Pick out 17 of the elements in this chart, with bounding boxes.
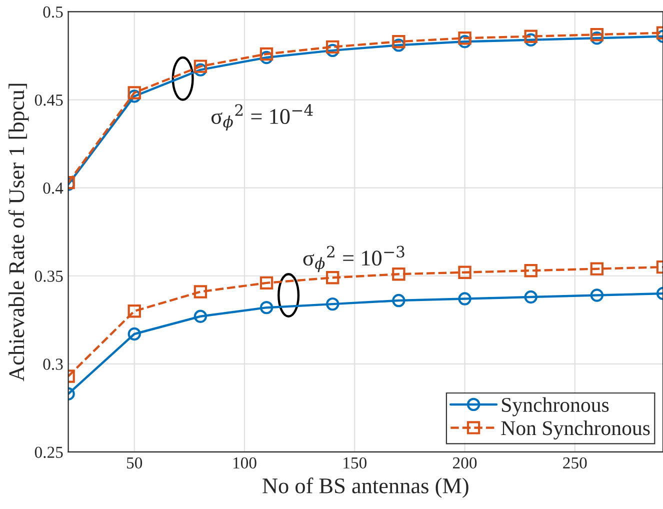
x-tick-label: 50 xyxy=(127,457,142,469)
x-axis-title: No of BS antennas (M) xyxy=(262,478,468,498)
y-tick-label: 0.3 xyxy=(43,358,63,370)
y-tick-label: 0.25 xyxy=(34,446,63,458)
annotation: σ$_{ϕ}$$^{2}$ = 10$^{−3}$ xyxy=(303,246,404,272)
y-axis-title: Achievable Rate of User 1 [bpcu] xyxy=(8,84,29,382)
y-tick-label: 0.35 xyxy=(34,270,63,282)
y-tick-label: 0.4 xyxy=(43,182,64,194)
x-tick-label: 150 xyxy=(344,457,366,469)
y-tick-label: 0.45 xyxy=(34,94,63,106)
legend-label: Non Synchronous xyxy=(501,420,650,440)
legend-label: Synchronous xyxy=(502,397,609,416)
x-tick-label: 200 xyxy=(452,457,477,469)
annotation: σ$_{ϕ}$$^{2}$ = 10$^{−4}$ xyxy=(211,104,313,130)
x-tick-label: 250 xyxy=(563,457,587,469)
y-tick-label: 0.5 xyxy=(43,6,63,18)
x-tick-label: 100 xyxy=(233,457,256,469)
